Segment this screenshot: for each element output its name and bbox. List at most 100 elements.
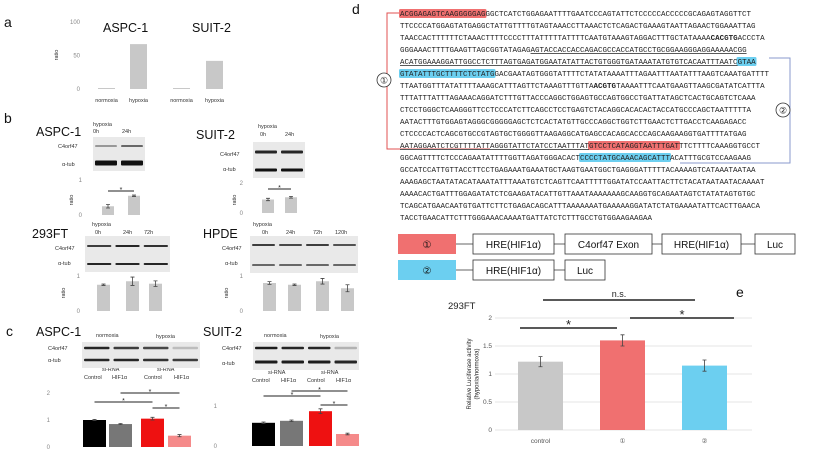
- construct-2-marker: ②: [423, 266, 432, 277]
- bar: [206, 60, 223, 89]
- sirna-label: si-RNA: [321, 370, 339, 376]
- sequence-segment: TTAATGGTTTATATTTTAAAGCATTTAGTTCTAAAGTTTG…: [400, 83, 594, 91]
- condition-label: hypoxia: [93, 122, 113, 128]
- loading-label: α-tub: [222, 361, 235, 367]
- significance-label: *: [120, 187, 123, 194]
- bar: [288, 284, 301, 311]
- sequence-segment: TTCCCCATGGAGTATGAGGCTATTGTTTTGTAGTAAACCT…: [400, 23, 756, 31]
- alpha-tubulin-band: [95, 160, 117, 166]
- element-label: HRE(HIF1α): [486, 240, 541, 251]
- bar: [102, 206, 114, 215]
- bar: [341, 288, 354, 311]
- element-box: [564, 233, 653, 255]
- bar: [262, 199, 274, 213]
- y-axis-label: ratio: [232, 195, 238, 206]
- y-tick-label: 0: [488, 427, 492, 434]
- error-bar: [261, 421, 266, 424]
- sequence-segment: TTCTTTTCAAAGGTGCCT: [679, 143, 761, 151]
- element-box: [564, 259, 606, 281]
- sequence-segment: AATAGGAATCTCGTTTTATTAGGGTATTCTATCCTAATTT…: [400, 143, 590, 151]
- bar: [130, 44, 147, 89]
- y-tick-label: 1: [240, 274, 244, 280]
- alpha-tubulin-band: [115, 263, 140, 265]
- sequence-segment: TCAGCATGAACAATGTGATTCTTCTGAGACAGCATTTAAA…: [400, 203, 761, 211]
- target-label: Control: [252, 378, 270, 384]
- element-box: [661, 233, 742, 255]
- bracket-construct-2: ②: [680, 57, 791, 164]
- error-bar: [267, 281, 272, 285]
- sequence-line: GGCAGTTTTCTCCCAGAATATTTTGGTTAGATGGGACACT…: [400, 155, 752, 163]
- sequence-line: GTATATTTGCTTTTCTCTATGGACGAATAGTGGGTATTTT…: [400, 71, 770, 79]
- blue-highlight: [736, 57, 757, 66]
- y-tick-label: 1: [488, 371, 492, 378]
- blue-highlight: [579, 153, 671, 162]
- blot-title: ASPC-1: [36, 325, 81, 339]
- sequence-line: TTCCCCATGGAGTATGAGGCTATTGTTTTGTAGTAAACCT…: [400, 23, 756, 31]
- y-tick-label: 2: [488, 315, 492, 322]
- sequence-segment: TACCTGAACATTCTTTGGGAAACAAAATGATTATCTCTTT…: [400, 215, 653, 223]
- sirna-label: si-RNA: [102, 367, 120, 373]
- y-tick-label: 0: [240, 309, 244, 315]
- significance-label: n.s.: [612, 289, 627, 299]
- error-bar: [289, 419, 294, 422]
- blot-image: [253, 142, 305, 178]
- loading-label: α-tub: [223, 167, 236, 173]
- c4orf47-band: [308, 346, 331, 350]
- sequence-segment: ACCCTA: [738, 35, 766, 43]
- y-tick-label: 1: [79, 178, 83, 184]
- alpha-tubulin-band: [143, 263, 168, 265]
- error-bar: [153, 280, 158, 287]
- chart-e-293ft: 0 0.5 1 1.5 2 control ① ② * n.s. *: [483, 289, 752, 445]
- error-bar: [130, 276, 135, 286]
- target-label: Control: [307, 378, 325, 384]
- error-bar: [101, 283, 106, 286]
- loading-label: α-tub: [48, 358, 61, 364]
- y-axis-label: ratio: [54, 50, 60, 61]
- error-bar: [620, 334, 625, 347]
- chart-title-293ft: 293FT: [448, 301, 476, 312]
- bar: [126, 281, 139, 311]
- error-bar: [150, 416, 155, 421]
- bar: [83, 420, 106, 447]
- c4orf47-band: [255, 346, 278, 350]
- blot-image: [82, 342, 200, 368]
- y-axis-label: ratio: [224, 288, 230, 299]
- sequence-line: ACGGAGAGTCAAGGGGGAGGGCTCATCTGGAGAATTTTGA…: [400, 11, 752, 19]
- element-label: Luc: [767, 240, 783, 251]
- error-bar: [318, 408, 323, 414]
- sequence-line: CTCCTGGGCTCAAGGGTTCCTCCCATCTTCAGCCTCCTGA…: [400, 107, 752, 115]
- bar: [600, 340, 645, 430]
- chart-b-hpde: 0 1 ratio: [224, 274, 354, 315]
- c4orf47-band: [95, 145, 117, 147]
- time-label: 24h: [122, 129, 131, 135]
- blot-title: ASPC-1: [36, 125, 81, 139]
- significance-label: *: [333, 401, 336, 408]
- bar: [98, 88, 115, 89]
- sequence-segment: AATACTTTGTGGAGTAGGGCGGGGGAGCTCTCACTATGTT…: [400, 119, 747, 127]
- time-label: 24h: [285, 132, 294, 138]
- blot-image: [93, 137, 145, 171]
- alpha-tubulin-band: [172, 358, 198, 362]
- time-label: 24h: [286, 230, 295, 236]
- error-bar: [132, 194, 136, 197]
- significance-label: *: [149, 389, 152, 396]
- condition-label: normoxia: [96, 333, 120, 339]
- alpha-tubulin-band: [308, 360, 331, 364]
- x-category-label: control: [531, 438, 551, 445]
- sequence-segment: GACGAATAGTGGGTATTTTCTATATAAAATTTAGAATTTA…: [495, 71, 770, 79]
- error-bar: [177, 434, 182, 438]
- bar: [173, 88, 190, 89]
- c4orf47-band: [172, 346, 198, 350]
- c4orf47-band: [143, 245, 168, 247]
- target-label: HIF1α: [281, 378, 297, 384]
- bar: [309, 411, 332, 446]
- sequence-line: GCCATCCATTGTTACCTTCCTGAGAAATGAAATGCTAAGT…: [400, 167, 756, 175]
- c4orf47-band: [252, 244, 275, 246]
- sequence-line: TTTATTTATTTAGAAACAGGATCTTTGTTACCCAGGCTGG…: [400, 95, 756, 103]
- construct-2-swatch: [398, 260, 456, 280]
- alpha-tubulin-band: [279, 264, 302, 266]
- c4orf47-band: [255, 150, 277, 154]
- significance-label: *: [278, 185, 281, 192]
- time-label: 0h: [260, 132, 266, 138]
